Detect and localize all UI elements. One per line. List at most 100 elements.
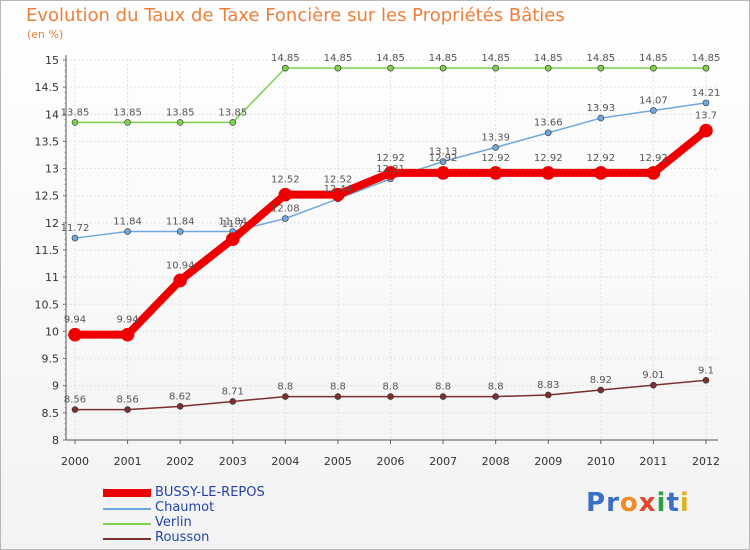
data-point-rousson (544, 391, 552, 399)
y-tick-label: 12.5 (35, 190, 60, 203)
data-point-verlin (702, 64, 710, 72)
data-label-chaumot: 12.44 (324, 184, 353, 195)
data-point-verlin (544, 64, 552, 72)
data-label-chaumot: 11.84 (113, 217, 142, 228)
series-layer (68, 64, 713, 413)
data-label-bussy-le-repos: 12.92 (376, 153, 405, 164)
data-point-verlin (176, 119, 184, 126)
data-point-chaumot (650, 107, 657, 114)
x-tick-label: 2006 (377, 455, 405, 468)
data-point-bussy-le-repos (383, 166, 398, 180)
data-point-rousson (124, 406, 131, 413)
legend-label: Chaumot (155, 500, 215, 515)
data-label-verlin: 14.85 (481, 53, 510, 64)
data-point-bussy-le-repos (594, 166, 608, 180)
data-label-bussy-le-repos: 12.92 (587, 153, 616, 164)
data-point-verlin (650, 64, 657, 72)
data-label-verlin: 14.85 (692, 53, 721, 64)
y-tick-label: 9 (52, 380, 59, 393)
data-point-chaumot (282, 215, 289, 222)
data-label-bussy-le-repos: 10.94 (166, 260, 195, 271)
series-verlin (71, 64, 710, 126)
chart-title: Evolution du Taux de Taxe Foncière sur l… (26, 5, 565, 26)
x-tick-label: 2012 (692, 455, 720, 468)
data-point-verlin (229, 119, 237, 126)
x-tick-label: 2011 (639, 455, 667, 468)
logo-letter: x (638, 488, 657, 518)
data-label-verlin: 14.85 (376, 53, 405, 64)
data-label-rousson: 8.71 (222, 386, 244, 397)
logo-letter: i (679, 488, 690, 518)
data-point-rousson (492, 393, 499, 400)
y-tick-label: 13.5 (35, 135, 60, 148)
data-label-chaumot: 13.39 (481, 132, 510, 143)
y-tick-label: 15 (45, 54, 59, 67)
legend-label: BUSSY-LE-REPOS (155, 485, 265, 500)
data-label-chaumot: 14.07 (639, 95, 668, 106)
data-label-rousson: 8.56 (116, 395, 138, 406)
legend-swatch (103, 489, 151, 497)
data-label-chaumot: 12.08 (271, 204, 300, 215)
data-label-verlin: 14.85 (639, 53, 668, 64)
data-label-verlin: 14.85 (534, 53, 563, 64)
data-label-rousson: 9.1 (698, 365, 714, 376)
data-point-rousson (597, 386, 605, 394)
data-label-rousson: 8.8 (435, 382, 451, 393)
data-point-chaumot (492, 144, 499, 151)
data-point-chaumot (176, 228, 184, 235)
y-tick-label: 11 (45, 271, 59, 284)
data-point-bussy-le-repos (436, 166, 450, 180)
data-label-chaumot: 13.93 (587, 103, 616, 114)
data-label-rousson: 9.01 (642, 370, 664, 381)
data-point-rousson (334, 393, 342, 400)
x-tick-label: 2000 (61, 455, 89, 468)
data-point-bussy-le-repos (120, 327, 135, 342)
data-point-bussy-le-repos (699, 123, 713, 138)
data-point-chaumot (439, 158, 447, 165)
chart-unit-label: (en %) (27, 28, 64, 41)
data-point-chaumot (71, 234, 79, 242)
series-bussy-le-repos (68, 123, 713, 342)
legend-swatch (103, 523, 151, 525)
x-tick-label: 2010 (587, 455, 615, 468)
data-label-rousson: 8.8 (383, 382, 399, 393)
y-tick-label: 9.5 (42, 353, 60, 366)
data-point-bussy-le-repos (278, 187, 293, 202)
x-tick-label: 2004 (271, 455, 299, 468)
data-point-rousson (650, 381, 657, 389)
y-tick-label: 14.5 (35, 81, 60, 94)
data-label-bussy-le-repos: 12.52 (324, 175, 353, 186)
data-point-verlin (71, 119, 79, 126)
data-point-bussy-le-repos (331, 187, 345, 202)
data-labels: 13.85 13.85 13.85 13.85 14.85 14.85 14.85 14.85… (61, 53, 721, 405)
data-label-rousson: 8.83 (537, 380, 559, 391)
data-label-verlin: 14.85 (271, 53, 300, 64)
grid-lines (66, 59, 718, 441)
logo-letter: t (666, 488, 680, 518)
data-label-bussy-le-repos: 12.92 (429, 153, 458, 164)
data-label-rousson: 8.8 (277, 382, 293, 393)
data-label-bussy-le-repos: 12.92 (534, 153, 563, 164)
data-point-verlin (124, 119, 131, 126)
logo-letter: r (606, 488, 620, 518)
data-label-verlin: 14.85 (324, 53, 353, 64)
y-tick-label: 10 (45, 325, 59, 338)
data-point-rousson (439, 393, 447, 400)
proxiti-logo: Proxiti (586, 488, 690, 518)
data-point-verlin (387, 64, 394, 72)
data-label-verlin: 13.85 (218, 107, 247, 118)
logo-letter: P (586, 488, 607, 518)
data-point-chaumot (544, 129, 552, 137)
data-label-verlin: 14.85 (429, 53, 458, 64)
data-point-verlin (282, 64, 289, 72)
data-label-bussy-le-repos: 12.52 (271, 175, 300, 186)
data-point-bussy-le-repos (646, 166, 661, 180)
logo-letter: o (619, 488, 639, 518)
data-label-chaumot: 12.81 (376, 164, 405, 175)
y-tick-label: 8.5 (42, 407, 60, 420)
data-point-rousson (71, 406, 79, 413)
data-label-rousson: 8.56 (64, 395, 86, 406)
data-label-verlin: 13.85 (113, 107, 142, 118)
data-label-bussy-le-repos: 11.7 (222, 219, 244, 230)
